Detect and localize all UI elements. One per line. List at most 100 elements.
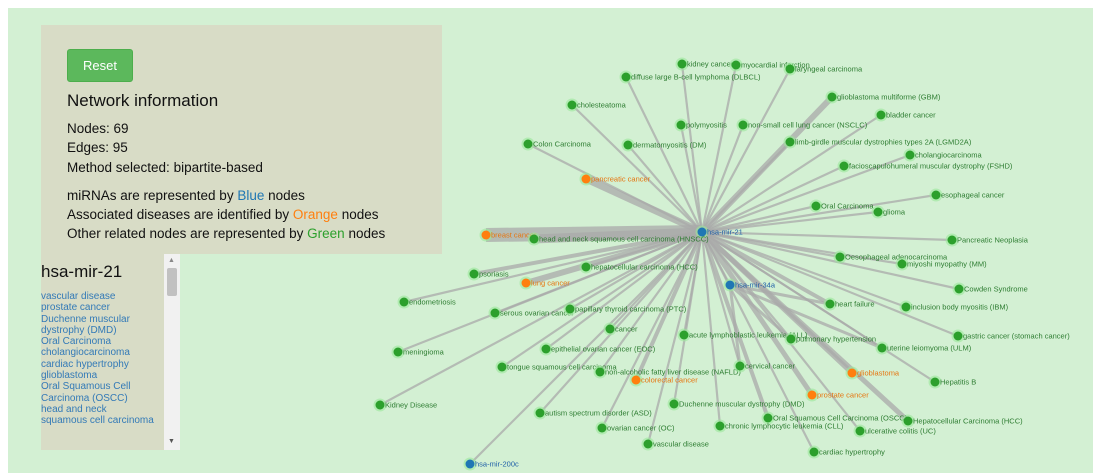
node-circle[interactable] <box>930 377 940 387</box>
node-circle[interactable] <box>839 161 849 171</box>
related-node[interactable]: dermatomyositis (DM) <box>621 138 707 152</box>
node-circle[interactable] <box>931 190 941 200</box>
related-node[interactable]: esophageal cancer <box>929 188 1005 202</box>
node-circle[interactable] <box>873 207 883 217</box>
node-circle[interactable] <box>623 140 633 150</box>
related-node[interactable]: bladder cancer <box>874 108 937 122</box>
scroll-down-icon[interactable]: ▼ <box>168 438 175 445</box>
disease-list-scrollbar[interactable]: ▲ ▼ <box>164 254 180 450</box>
node-circle[interactable] <box>954 284 964 294</box>
related-node[interactable]: head and neck squamous cell carcinoma (H… <box>527 232 710 246</box>
node-circle[interactable] <box>677 59 687 69</box>
node-circle[interactable] <box>521 278 531 288</box>
related-node[interactable]: Oesophageal adenocarcinoma <box>833 250 948 264</box>
related-node[interactable]: Oral Squamous Cell Carcinoma (OSCC) <box>761 411 908 425</box>
related-node[interactable]: non-alcoholic fatty liver disease (NAFLD… <box>593 365 742 379</box>
related-node[interactable]: miyoshi myopathy (MM) <box>895 257 988 271</box>
related-node[interactable]: Duchenne muscular dystrophy (DMD) <box>667 397 805 411</box>
node-circle[interactable] <box>811 201 821 211</box>
node-circle[interactable] <box>825 299 835 309</box>
disease-list-item[interactable]: vascular disease <box>41 291 116 302</box>
node-circle[interactable] <box>901 302 911 312</box>
related-node[interactable]: Colon Carcinoma <box>521 137 592 151</box>
node-circle[interactable] <box>497 362 507 372</box>
node-circle[interactable] <box>903 416 913 426</box>
node-circle[interactable] <box>631 375 641 385</box>
node-circle[interactable] <box>697 227 707 237</box>
node-circle[interactable] <box>715 421 725 431</box>
node-circle[interactable] <box>393 347 403 357</box>
node-circle[interactable] <box>763 413 773 423</box>
node-circle[interactable] <box>669 399 679 409</box>
node-circle[interactable] <box>855 426 865 436</box>
disease-list-item[interactable]: cardiac hypertrophy <box>41 358 129 370</box>
node-circle[interactable] <box>597 423 607 433</box>
node-circle[interactable] <box>876 110 886 120</box>
disease-list-item[interactable]: head and neck <box>41 403 107 415</box>
disease-list-item[interactable]: Duchenne muscular <box>41 313 130 325</box>
node-circle[interactable] <box>535 408 545 418</box>
related-node[interactable]: Hepatocellular Carcinoma (HCC) <box>901 414 1024 428</box>
disease-list-item[interactable]: squamous cell carcinoma <box>41 415 154 427</box>
node-circle[interactable] <box>735 361 745 371</box>
node-circle[interactable] <box>595 367 605 377</box>
related-node[interactable]: ulcerative colitis (UC) <box>853 424 937 438</box>
related-node[interactable]: Cowden Syndrome <box>952 282 1028 296</box>
node-circle[interactable] <box>725 280 735 290</box>
related-node[interactable]: epithelial ovarian cancer (EOC) <box>539 342 656 356</box>
node-circle[interactable] <box>523 139 533 149</box>
related-node[interactable]: cancer <box>603 322 639 336</box>
related-node[interactable]: non-small cell lung cancer (NSCLC) <box>736 118 868 132</box>
node-circle[interactable] <box>581 262 591 272</box>
disease-list-item[interactable]: Oral Squamous Cell <box>41 381 131 393</box>
related-node[interactable]: inclusion body myositis (IBM) <box>899 300 1009 314</box>
related-node[interactable]: limb-girdle muscular dystrophies types 2… <box>783 135 972 149</box>
related-node[interactable]: heart failure <box>823 297 875 311</box>
related-node[interactable]: papillary thyroid carcinoma (PTC) <box>563 302 687 316</box>
disease-node[interactable]: colorectal cancer <box>629 373 699 387</box>
related-node[interactable]: Hepatitis B <box>928 375 977 389</box>
disease-list-item[interactable]: Carcinoma (OSCC) <box>41 392 128 404</box>
related-node[interactable]: uterine leiomyoma (ULM) <box>875 341 972 355</box>
related-node[interactable]: serous ovarian cancer <box>488 306 575 320</box>
related-node[interactable]: vascular disease <box>641 437 709 451</box>
node-circle[interactable] <box>529 234 539 244</box>
node-circle[interactable] <box>835 252 845 262</box>
mirna-node[interactable]: hsa-mir-200c <box>463 457 520 471</box>
node-circle[interactable] <box>605 324 615 334</box>
node-circle[interactable] <box>827 92 837 102</box>
related-node[interactable]: tongue squamous cell carcinoma <box>495 360 618 374</box>
node-circle[interactable] <box>565 304 575 314</box>
node-circle[interactable] <box>947 235 957 245</box>
related-node[interactable]: diffuse large B-cell lymphoma (DLBCL) <box>619 70 761 84</box>
node-circle[interactable] <box>399 297 409 307</box>
related-node[interactable]: Kidney Disease <box>373 398 438 412</box>
related-node[interactable]: endometriosis <box>397 295 456 309</box>
mirna-node[interactable]: hsa-mir-34a <box>723 278 776 292</box>
node-circle[interactable] <box>469 269 479 279</box>
node-circle[interactable] <box>807 390 817 400</box>
related-node[interactable]: gastric cancer (stomach cancer) <box>951 329 1071 343</box>
node-circle[interactable] <box>905 150 915 160</box>
related-node[interactable]: laryngeal carcinoma <box>783 62 863 76</box>
scroll-up-icon[interactable]: ▲ <box>168 257 175 264</box>
related-node[interactable]: cardiac hypertrophy <box>807 445 886 459</box>
node-circle[interactable] <box>541 344 551 354</box>
node-circle[interactable] <box>676 120 686 130</box>
related-node[interactable]: chronic lymphocytic leukemia (CLL) <box>713 419 844 433</box>
related-node[interactable]: cholangiocarcinoma <box>903 148 983 162</box>
related-node[interactable]: pulmonary hypertension <box>784 332 877 346</box>
reset-button[interactable]: Reset <box>67 49 133 82</box>
disease-list-item[interactable]: dystrophy (DMD) <box>41 324 117 336</box>
disease-node[interactable]: glioblastoma <box>845 366 900 380</box>
related-node[interactable]: cholesteatoma <box>565 98 627 112</box>
disease-node[interactable]: pancreatic cancer <box>579 172 651 186</box>
node-circle[interactable] <box>731 60 741 70</box>
node-circle[interactable] <box>786 334 796 344</box>
related-node[interactable]: meningioma <box>391 345 445 359</box>
node-circle[interactable] <box>738 120 748 130</box>
related-node[interactable]: facioscapulohumeral muscular dystrophy (… <box>837 159 1013 173</box>
disease-list-item[interactable]: Oral Carcinoma <box>41 336 112 348</box>
node-circle[interactable] <box>567 100 577 110</box>
mirna-node[interactable]: hsa-mir-21 <box>695 225 743 239</box>
